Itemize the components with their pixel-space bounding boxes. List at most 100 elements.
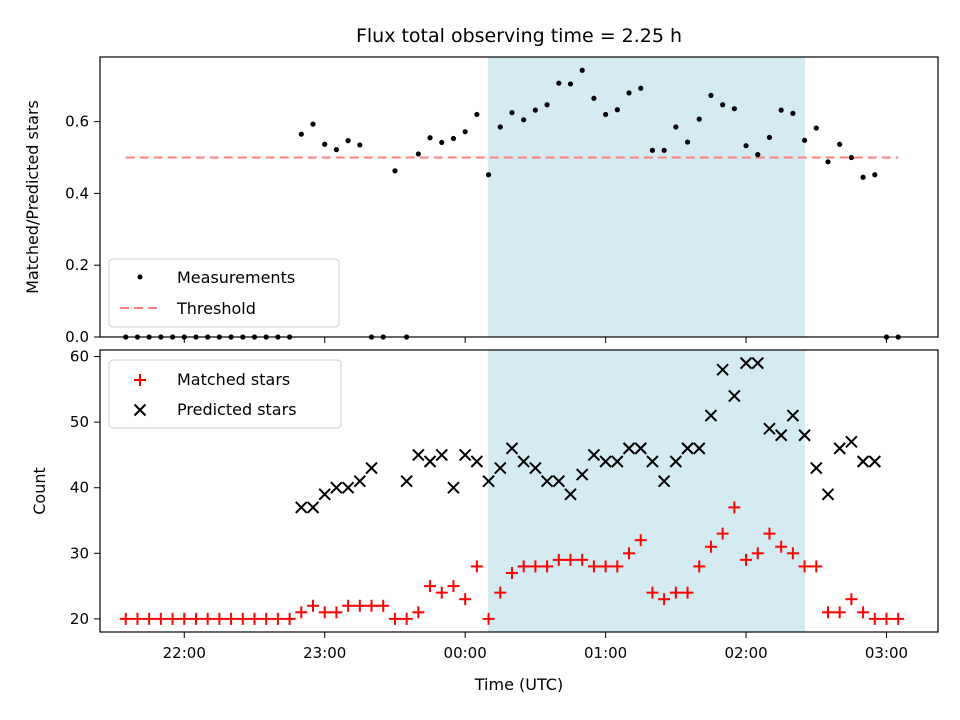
- matched-star-point: [354, 600, 366, 612]
- predicted-star-point: [436, 449, 447, 460]
- matched-star-point: [892, 613, 904, 625]
- measurement-point: [814, 125, 819, 130]
- measurement-point: [439, 140, 444, 145]
- measurement-point: [685, 139, 690, 144]
- predicted-star-point: [425, 456, 436, 467]
- legend-measurements-marker: [138, 275, 143, 280]
- matched-star-point: [869, 613, 881, 625]
- predicted-star-point: [413, 449, 424, 460]
- matched-star-point: [412, 606, 424, 618]
- bottom-x-tick-label: 23:00: [303, 644, 346, 662]
- chart-title: Flux total observing time = 2.25 h: [356, 25, 682, 47]
- matched-star-point: [307, 600, 319, 612]
- bottom-x-tick-label: 00:00: [444, 644, 487, 662]
- measurement-point: [346, 138, 351, 143]
- legend-matched-label: Matched stars: [177, 370, 290, 389]
- predicted-star-point: [343, 482, 354, 493]
- matched-star-point: [389, 613, 401, 625]
- bottom-y-tick-label: 30: [70, 544, 89, 562]
- measurement-point: [743, 143, 748, 148]
- predicted-star-point: [319, 489, 330, 500]
- predicted-star-point: [471, 456, 482, 467]
- measurement-point: [556, 81, 561, 86]
- measurement-point: [790, 111, 795, 116]
- matched-star-point: [881, 613, 893, 625]
- predicted-star-point: [811, 463, 822, 474]
- measurement-point: [463, 129, 468, 134]
- bottom-y-tick-label: 60: [70, 348, 89, 366]
- matched-star-point: [810, 560, 822, 572]
- measurement-point: [322, 142, 327, 147]
- predicted-star-point: [822, 489, 833, 500]
- measurement-point: [299, 132, 304, 137]
- matched-star-point: [377, 600, 389, 612]
- measurement-point: [498, 124, 503, 129]
- measurement-point: [568, 81, 573, 86]
- bottom-observing-span: [489, 350, 805, 632]
- matched-star-point: [248, 613, 260, 625]
- measurement-point: [591, 96, 596, 101]
- top-y-axis-label: Matched/Predicted stars: [23, 100, 42, 294]
- matched-star-point: [202, 613, 214, 625]
- matched-star-point: [295, 606, 307, 618]
- measurement-point: [474, 112, 479, 117]
- bottom-y-tick-label: 50: [70, 413, 89, 431]
- matched-star-point: [190, 613, 202, 625]
- bottom-y-tick-label: 40: [70, 479, 89, 497]
- top-y-tick-label: 0.0: [65, 328, 89, 346]
- predicted-star-point: [846, 436, 857, 447]
- bottom-x-tick-label: 01:00: [584, 644, 627, 662]
- top-y-tick-label: 0.2: [65, 256, 89, 274]
- measurement-point: [802, 138, 807, 143]
- measurement-point: [521, 117, 526, 122]
- measurement-point: [580, 68, 585, 73]
- measurement-point: [392, 168, 397, 173]
- x-axis-label: Time (UTC): [474, 675, 563, 694]
- bottom-y-ticks: 2030405060: [70, 348, 100, 628]
- matched-star-point: [845, 593, 857, 605]
- matched-star-point: [167, 613, 179, 625]
- matched-star-point: [857, 606, 869, 618]
- measurement-point: [427, 135, 432, 140]
- legend-measurements-label: Measurements: [177, 268, 295, 287]
- predicted-star-point: [869, 456, 880, 467]
- predicted-star-point: [448, 482, 459, 493]
- bottom-panel: 20 30 40 50 60 22:00 23:00 00:00 01:00 02:00 03:0…: [30, 348, 938, 694]
- measurement-point: [662, 148, 667, 153]
- measurement-point: [509, 110, 514, 115]
- measurement-point: [755, 152, 760, 157]
- matched-star-point: [284, 613, 296, 625]
- measurement-point: [767, 135, 772, 140]
- measurement-point: [544, 102, 549, 107]
- measurement-point: [720, 102, 725, 107]
- top-y-tick-label: 0.6: [65, 113, 89, 131]
- matched-star-point: [178, 613, 190, 625]
- measurement-point: [357, 142, 362, 147]
- matched-star-point: [822, 606, 834, 618]
- predicted-star-point: [331, 482, 342, 493]
- matched-star-point: [319, 606, 331, 618]
- measurement-point: [626, 90, 631, 95]
- matched-star-point: [401, 613, 413, 625]
- predicted-star-point: [354, 476, 365, 487]
- predicted-star-point: [308, 502, 319, 513]
- figure: Flux total observing time = 2.25 h 0.00.…: [0, 0, 960, 720]
- measurement-point: [603, 112, 608, 117]
- measurement-point: [310, 122, 315, 127]
- matched-star-point: [459, 593, 471, 605]
- measurement-point: [779, 108, 784, 113]
- matched-star-point: [225, 613, 237, 625]
- matched-star-point: [237, 613, 249, 625]
- top-y-tick-label: 0.4: [65, 184, 89, 202]
- measurement-point: [697, 117, 702, 122]
- matched-star-point: [213, 613, 225, 625]
- top-panel: 0.0 0.2 0.4 0.6 Matched/Predicted stars Mea…: [23, 57, 938, 346]
- measurement-point: [825, 159, 830, 164]
- top-observing-span: [489, 57, 805, 337]
- bottom-x-tick-label: 03:00: [865, 644, 908, 662]
- bottom-legend: Matched stars Predicted stars: [109, 360, 341, 428]
- bottom-x-ticks: 22:00 23:00 00:00 01:00 02:00 03:00: [163, 632, 908, 662]
- top-legend: Measurements Threshold: [109, 259, 339, 327]
- legend-threshold-label: Threshold: [176, 299, 256, 318]
- measurement-point: [860, 175, 865, 180]
